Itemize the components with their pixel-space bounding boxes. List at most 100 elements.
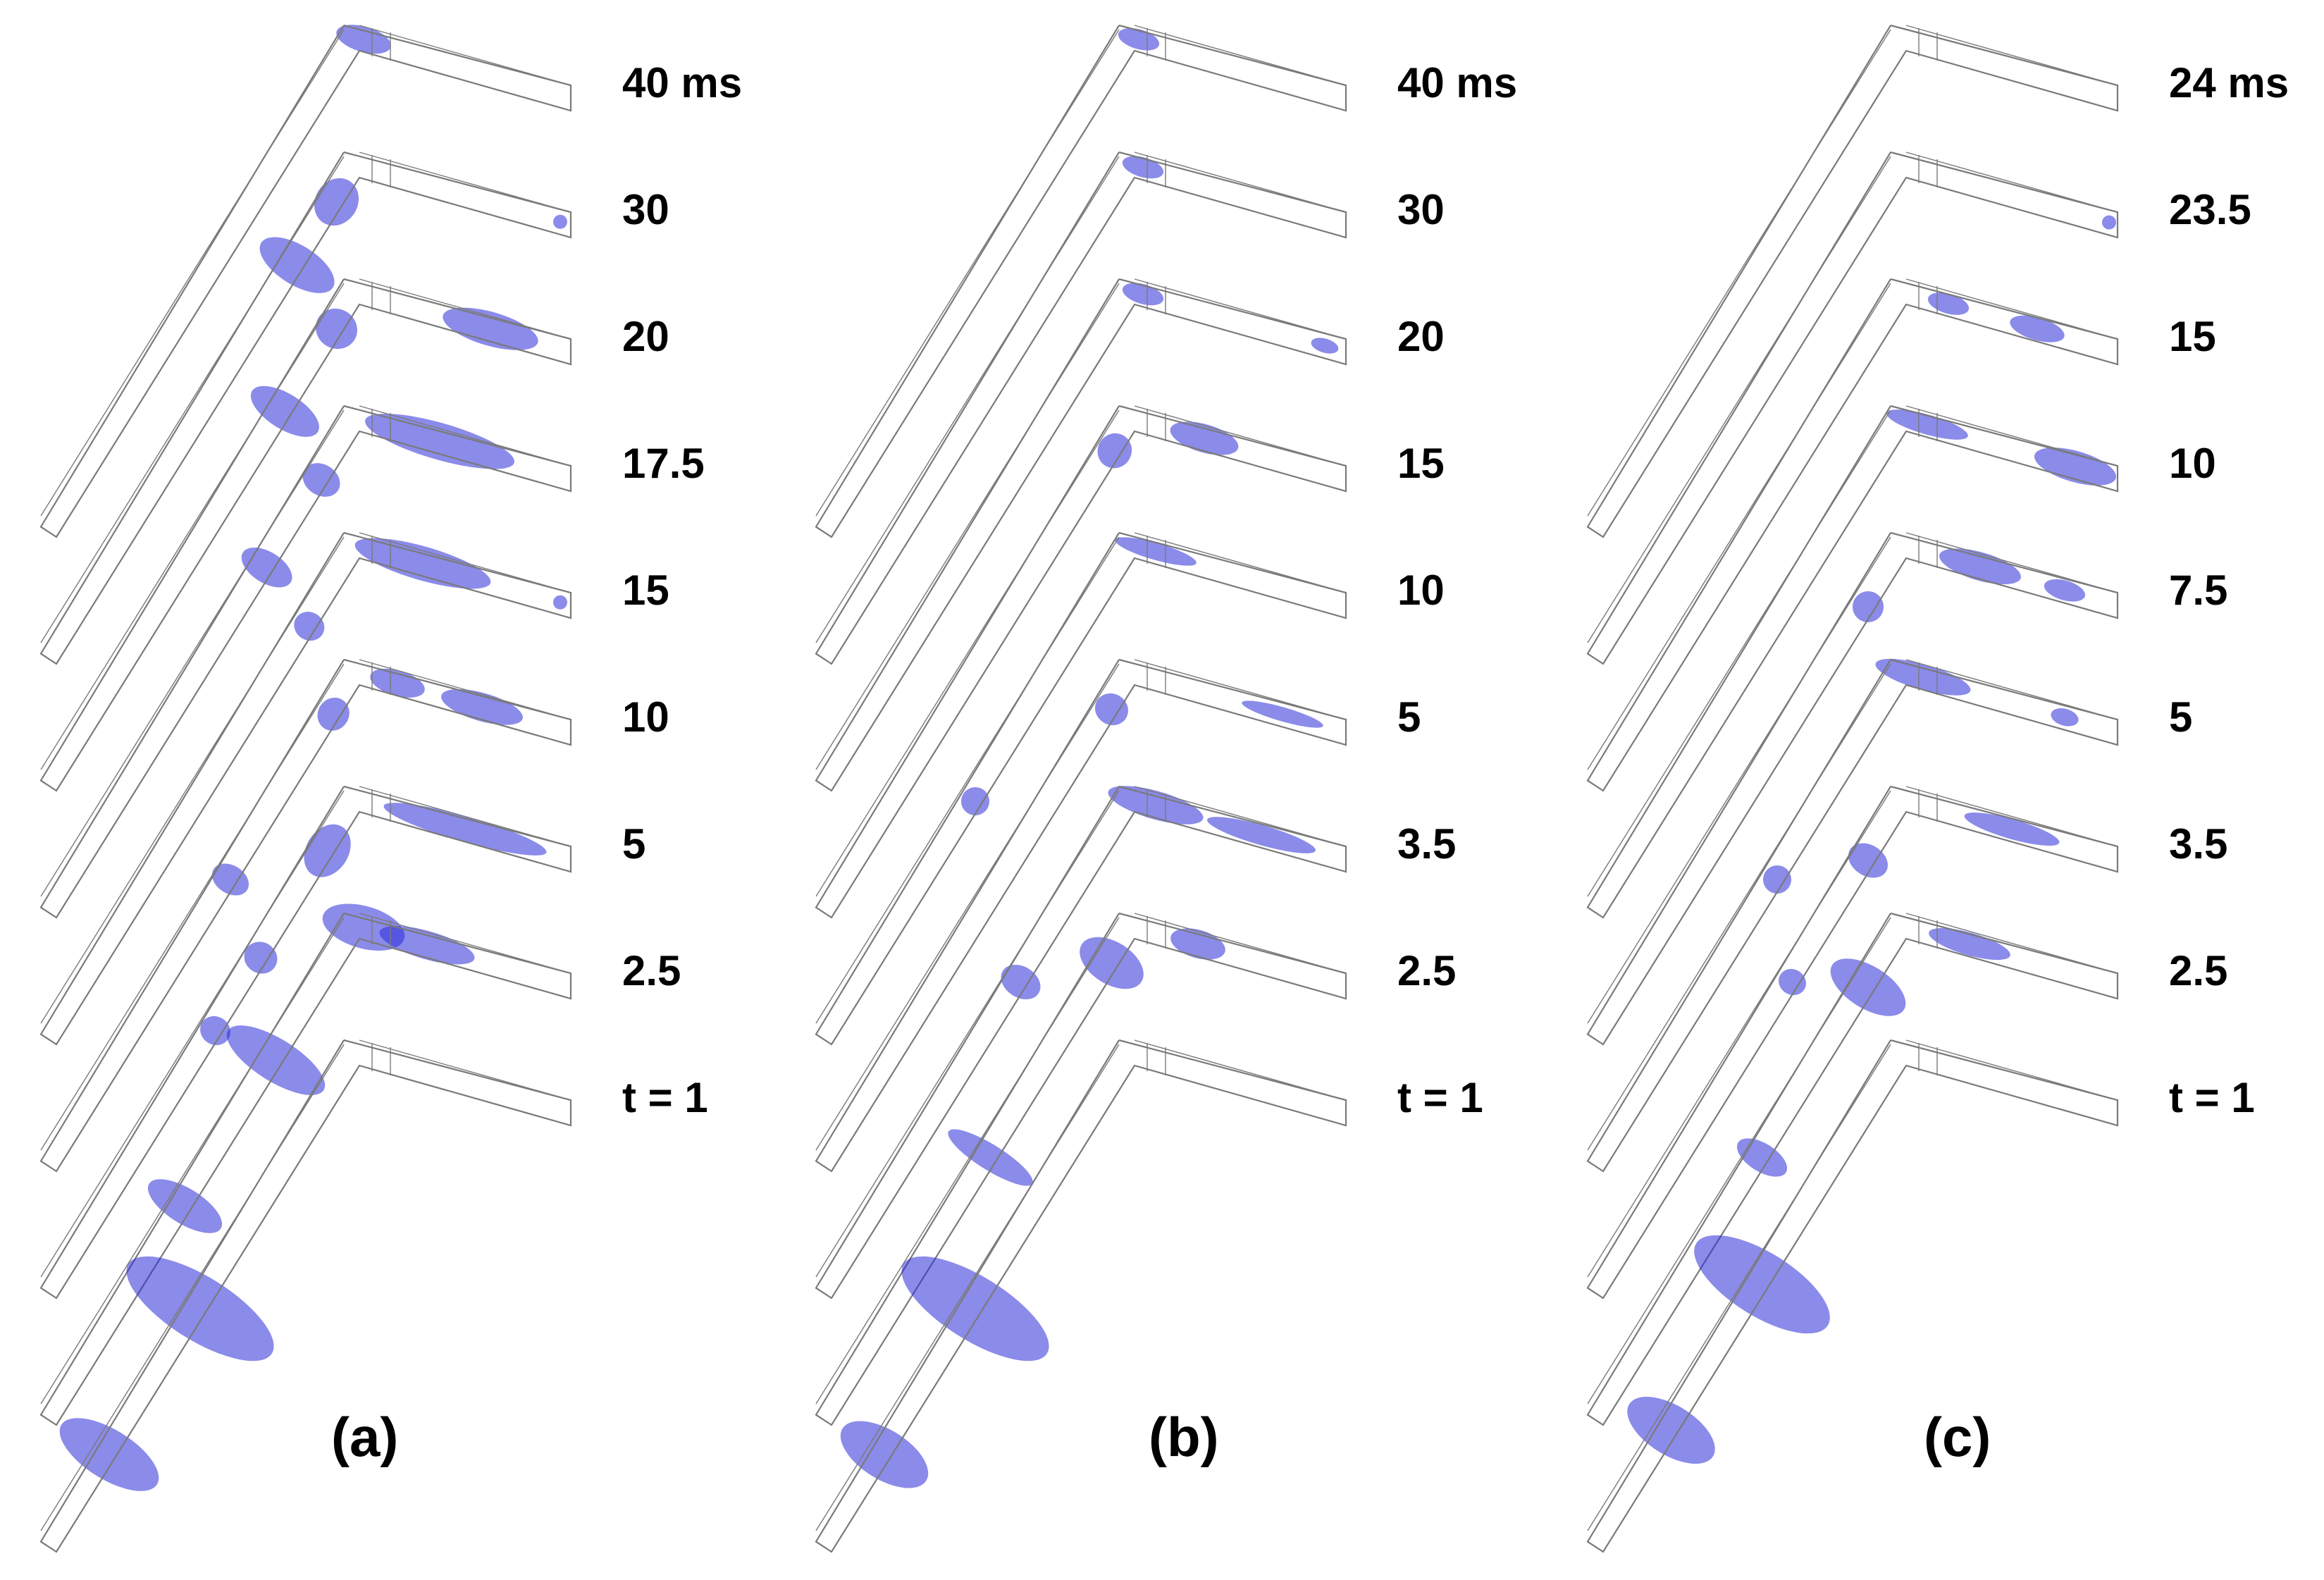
channel-edge: [359, 278, 571, 340]
channel-edge: [1905, 659, 2118, 720]
channel-edge: [1134, 278, 1347, 340]
fluid-region: [379, 925, 475, 965]
channel-outline: [1586, 151, 2119, 665]
channel-outline: [39, 531, 572, 1046]
time-label: 24 ms: [2169, 59, 2289, 106]
fluid-region: [1627, 1396, 1715, 1464]
fluid-region: [961, 787, 989, 815]
time-label: 30: [622, 186, 669, 233]
channel-edge: [1587, 409, 1891, 897]
fluid-region: [1830, 958, 1906, 1016]
channel-edge: [815, 156, 1120, 643]
fluid-region: [383, 803, 547, 856]
fluid-region: [241, 547, 292, 588]
panel-c: [1586, 24, 2119, 1553]
channel-edge: [1905, 25, 2118, 86]
fluid-region: [1115, 537, 1197, 566]
channel: [1586, 1039, 2119, 1553]
channel: [39, 658, 572, 1173]
channel-edge: [1905, 278, 2118, 340]
fluid-region: [1080, 937, 1144, 989]
time-label: 15: [1397, 440, 1445, 487]
channel-edge: [359, 1039, 571, 1101]
panel-label-b: (b): [1149, 1406, 1219, 1468]
fluid-region: [2051, 708, 2079, 727]
channel-edge: [40, 29, 345, 517]
channel-edge: [1587, 663, 1891, 1151]
fluid-region: [354, 538, 491, 589]
fluid-region: [1108, 786, 1204, 825]
fluid-region: [1875, 658, 1971, 696]
channel-edge: [815, 917, 1120, 1405]
fluid-region: [316, 308, 357, 350]
fluid-region: [1001, 964, 1041, 1000]
channel-edge: [1905, 1039, 2118, 1101]
panel-a: [39, 24, 572, 1553]
channel-edge: [40, 663, 345, 1151]
fluid-region: [2034, 448, 2116, 486]
fluid-region: [840, 1421, 929, 1488]
fluid-region: [441, 689, 523, 725]
channel: [39, 24, 572, 538]
fluid-region: [1118, 27, 1160, 51]
channel-edge: [1134, 659, 1347, 720]
channel: [815, 658, 1347, 1173]
time-label: t = 1: [622, 1074, 708, 1121]
channel-outline: [1586, 278, 2119, 792]
channel: [1586, 24, 2119, 538]
fluid-region: [211, 863, 249, 896]
channel-edge: [1587, 536, 1891, 1024]
time-label: t = 1: [1397, 1074, 1483, 1121]
channel: [815, 785, 1347, 1300]
channel-edge: [1134, 532, 1347, 593]
channel-edge: [40, 536, 345, 1024]
channel: [1586, 278, 2119, 792]
fluid-region: [126, 1256, 274, 1362]
fluid-region: [244, 942, 278, 974]
time-label: 7.5: [2169, 567, 2228, 614]
channel: [815, 151, 1347, 665]
fluid-region: [2010, 315, 2065, 342]
fluid-region: [1779, 968, 1806, 996]
fluid-region: [1763, 865, 1791, 894]
channel-edge: [815, 663, 1120, 1151]
channel-edge: [815, 283, 1120, 770]
channel: [815, 912, 1347, 1426]
fluid-region: [443, 307, 538, 350]
channel-edge: [359, 659, 571, 720]
fluid-region: [901, 1256, 1049, 1362]
channel-outline: [815, 531, 1347, 1046]
channel-edge: [1587, 917, 1891, 1405]
channel-edge: [40, 917, 345, 1405]
fluid-region: [1122, 283, 1164, 306]
channel-edge: [1134, 405, 1347, 467]
channel: [39, 151, 572, 665]
channel-edge: [1587, 790, 1891, 1278]
channel-edge: [815, 790, 1120, 1278]
channel-edge: [1134, 152, 1347, 213]
channel: [39, 405, 572, 919]
channel: [39, 785, 572, 1300]
channel: [815, 405, 1347, 919]
channel: [1586, 405, 2119, 919]
channel-edge: [359, 25, 571, 86]
channel-edge: [1134, 1039, 1347, 1101]
channel-edge: [40, 1044, 345, 1531]
channel-outline: [39, 912, 572, 1426]
fluid-region: [2044, 579, 2086, 602]
time-label: 5: [622, 820, 646, 868]
panel-b: [815, 24, 1347, 1553]
time-label: 3.5: [1397, 820, 1457, 868]
time-label: 2.5: [622, 947, 681, 994]
channel-outline: [815, 151, 1347, 665]
channel-edge: [1905, 532, 2118, 593]
channel-outline: [815, 24, 1347, 538]
channel: [1586, 785, 2119, 1300]
fluid-region: [259, 237, 335, 293]
channel-outline: [815, 785, 1347, 1300]
channel-edge: [40, 283, 345, 770]
fluid-region: [1694, 1235, 1830, 1334]
time-label: 40 ms: [1397, 59, 1518, 106]
time-label: 10: [622, 693, 669, 741]
channel-edge: [1905, 786, 2118, 847]
